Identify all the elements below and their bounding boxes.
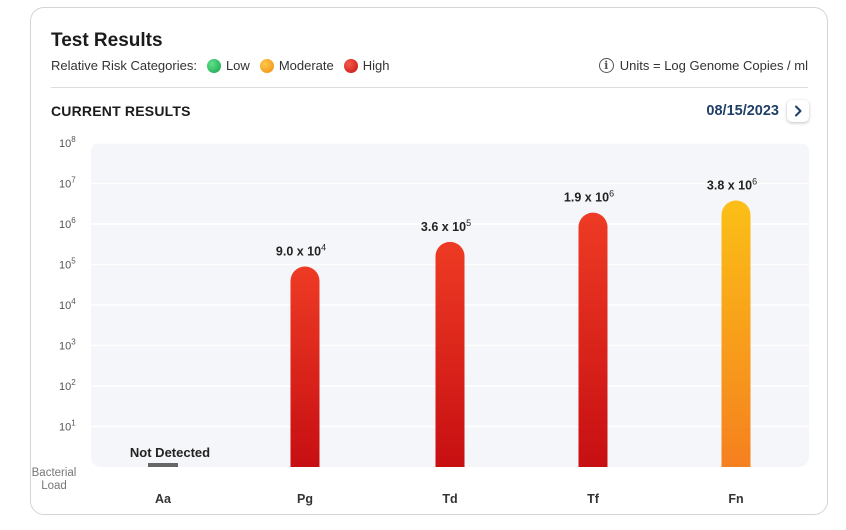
y-tick-label: 105	[59, 257, 76, 272]
section-title: CURRENT RESULTS	[51, 103, 191, 119]
card-title: Test Results	[51, 30, 163, 51]
units-text: Units = Log Genome Copies / ml	[619, 58, 808, 73]
bar-not-detected	[148, 463, 178, 467]
data-label: 9.0 x 104	[276, 243, 326, 259]
moderate-risk-dot	[259, 58, 274, 73]
bar-tf	[578, 212, 608, 467]
y-tick-label: 104	[59, 297, 76, 312]
units-note: i Units = Log Genome Copies / ml	[598, 58, 808, 73]
data-label: 1.9 x 106	[564, 189, 614, 205]
chevron-right-icon	[795, 105, 802, 117]
x-tick-label: Tf	[587, 492, 600, 506]
x-tick-label: Pg	[297, 492, 313, 506]
y-tick-label: 102	[59, 378, 76, 393]
legend-item-moderate-label: Moderate	[278, 58, 334, 73]
data-label: 3.8 x 106	[707, 177, 757, 193]
next-date-button[interactable]	[787, 100, 809, 122]
bar-fn	[721, 200, 751, 467]
high-risk-dot	[343, 58, 358, 73]
bar-td	[435, 241, 465, 467]
legend-item-moderate: Moderate	[259, 58, 334, 73]
not-detected-label: Not Detected	[130, 445, 210, 460]
x-tick-label: Aa	[155, 492, 172, 506]
legend-item-high-label: High	[362, 58, 390, 73]
info-icon[interactable]: i	[598, 58, 614, 73]
legend-item-high: High	[343, 58, 390, 73]
y-tick-label: 107	[59, 176, 76, 191]
y-tick-label: 106	[59, 216, 76, 231]
legend-item-low-label: Low	[225, 58, 250, 73]
header-divider	[51, 87, 808, 88]
x-tick-label: Fn	[728, 492, 743, 506]
low-risk-dot	[206, 58, 221, 73]
y-axis-title: Bacterial Load	[31, 467, 77, 492]
legend-label: Relative Risk Categories:	[51, 58, 197, 73]
y-tick-label: 101	[59, 419, 76, 434]
y-tick-label: 108	[59, 135, 76, 150]
x-tick-label: Td	[442, 492, 457, 506]
bar-pg	[290, 266, 320, 467]
results-date[interactable]: 08/15/2023	[706, 103, 779, 119]
data-label: 3.6 x 105	[421, 218, 471, 234]
y-tick-label: 103	[59, 338, 76, 353]
legend-item-low: Low	[206, 58, 250, 73]
risk-legend: Relative Risk Categories: Low Moderate H…	[51, 58, 389, 73]
